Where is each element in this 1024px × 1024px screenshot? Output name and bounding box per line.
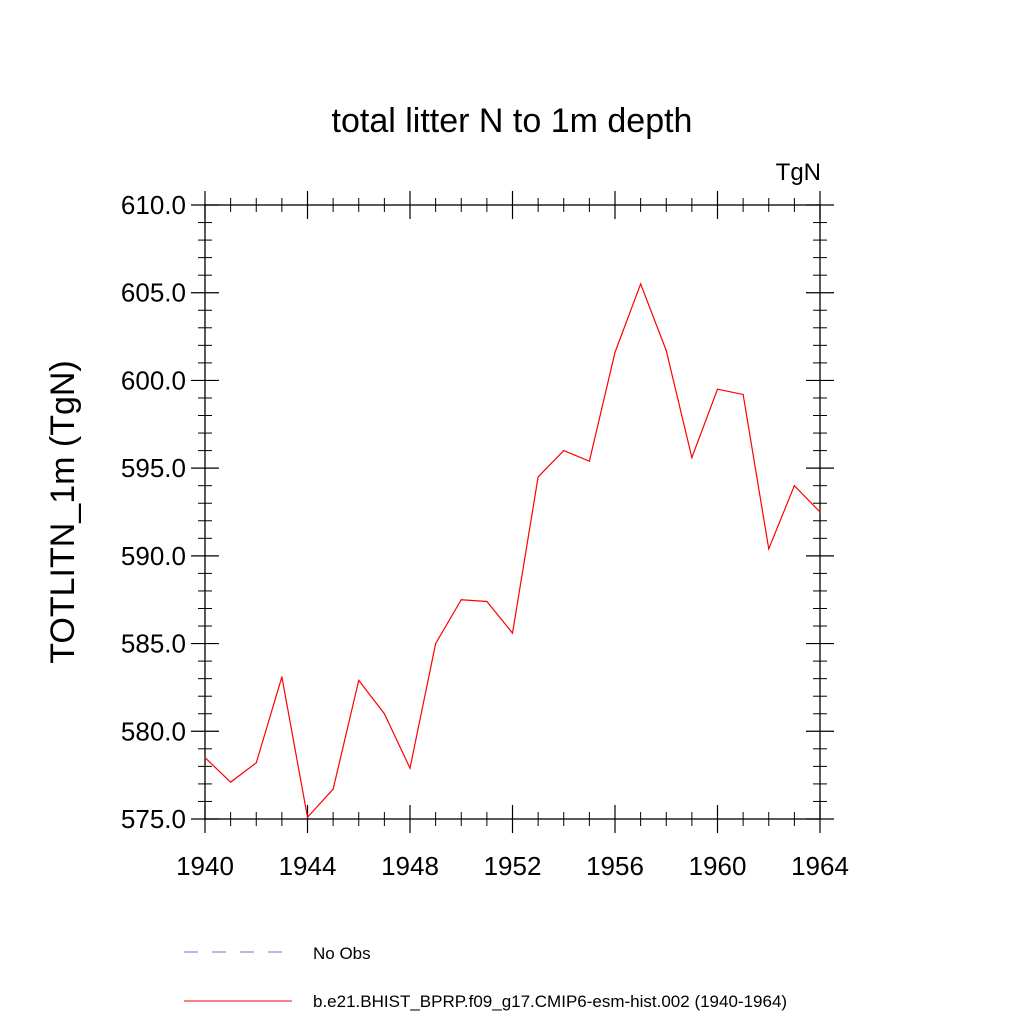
y-tick-label: 595.0 bbox=[121, 453, 186, 483]
y-tick-label: 600.0 bbox=[121, 365, 186, 395]
x-tick-label: 1944 bbox=[279, 851, 337, 881]
legend-label-no-obs: No Obs bbox=[313, 944, 371, 963]
series-point bbox=[768, 548, 770, 550]
series-point bbox=[460, 599, 462, 601]
series-point bbox=[383, 713, 385, 715]
plot-frame bbox=[204, 204, 821, 820]
y-tick-label: 605.0 bbox=[121, 278, 186, 308]
series-point bbox=[691, 457, 693, 459]
series-point bbox=[819, 511, 821, 513]
series-point bbox=[793, 485, 795, 487]
series-point bbox=[358, 679, 360, 682]
series-point bbox=[563, 450, 565, 452]
series-point bbox=[204, 757, 206, 759]
legend-label-model-run: b.e21.BHIST_BPRP.f09_g17.CMIP6-esm-hist.… bbox=[313, 992, 787, 1011]
series-line-0 bbox=[204, 282, 821, 819]
series-point bbox=[588, 460, 590, 462]
y-axis-tick-labels: 575.0 580.0 585.0 590.0 595.0 600.0 605.0 610.0 bbox=[121, 190, 186, 834]
y-tick-label: 590.0 bbox=[121, 541, 186, 571]
y-tick-label: 580.0 bbox=[121, 716, 186, 746]
x-tick-label: 1948 bbox=[381, 851, 439, 881]
series-layer bbox=[204, 282, 821, 819]
series-point bbox=[306, 816, 309, 818]
series-point bbox=[716, 388, 719, 390]
series-point bbox=[230, 781, 232, 783]
x-tick-label: 1940 bbox=[176, 851, 234, 881]
x-axis-tick-labels: 1940 1944 1948 1952 1956 1960 1964 bbox=[176, 851, 849, 881]
x-tick-label: 1956 bbox=[586, 851, 644, 881]
series-point bbox=[435, 642, 437, 645]
series-point bbox=[537, 476, 539, 478]
x-tick-label: 1952 bbox=[484, 851, 542, 881]
y-tick-label: 575.0 bbox=[121, 804, 186, 834]
series-point bbox=[511, 632, 514, 634]
y-tick-label: 585.0 bbox=[121, 629, 186, 659]
series-point bbox=[665, 350, 667, 352]
legend: No Obs b.e21.BHIST_BPRP.f09_g17.CMIP6-es… bbox=[184, 944, 787, 1011]
y-axis-ticks bbox=[191, 204, 834, 820]
series-point bbox=[255, 762, 257, 764]
series-point bbox=[640, 283, 642, 285]
series-point bbox=[409, 767, 411, 769]
x-axis-ticks bbox=[204, 191, 821, 833]
series-point bbox=[486, 600, 488, 603]
units-label: TgN bbox=[776, 159, 821, 186]
x-tick-label: 1960 bbox=[689, 851, 747, 881]
series-point bbox=[332, 788, 334, 790]
y-tick-label: 610.0 bbox=[121, 190, 186, 220]
series-point bbox=[742, 393, 744, 396]
chart-title: total litter N to 1m depth bbox=[332, 102, 693, 140]
y-axis-label: TOTLITN_1m (TgN) bbox=[44, 360, 82, 664]
series-point bbox=[614, 351, 616, 353]
x-tick-label: 1964 bbox=[791, 851, 849, 881]
series-point bbox=[281, 676, 283, 678]
